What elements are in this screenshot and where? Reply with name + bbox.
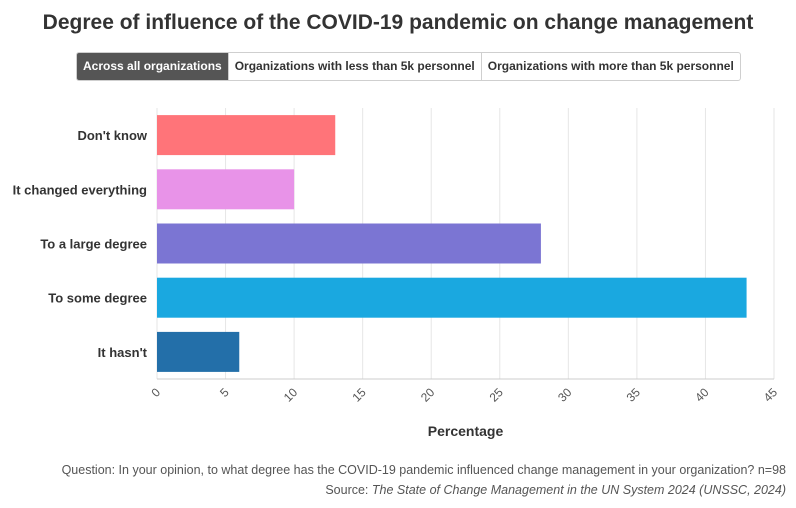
bar[interactable] xyxy=(157,115,336,156)
x-tick-label: 45 xyxy=(761,385,781,405)
category-label: Don't know xyxy=(77,128,147,143)
category-label: It changed everything xyxy=(13,182,147,197)
organization-filter-tabs: Across all organizations Organizations w… xyxy=(76,52,741,81)
x-tick-labels: 0 5 10 15 20 25 30 35 40 45 xyxy=(148,385,780,405)
tab-less-than-5k-personnel[interactable]: Organizations with less than 5k personne… xyxy=(229,53,482,80)
tab-across-all-organizations[interactable]: Across all organizations xyxy=(77,53,229,80)
x-tick-label: 40 xyxy=(692,385,712,405)
x-axis-title: Percentage xyxy=(428,423,504,439)
category-label: To a large degree xyxy=(40,237,147,252)
x-tick-label: 20 xyxy=(418,385,438,405)
source-text: The State of Change Management in the UN… xyxy=(371,483,786,497)
tab-more-than-5k-personnel[interactable]: Organizations with more than 5k personne… xyxy=(487,59,734,73)
bar[interactable] xyxy=(157,169,295,210)
category-label: It hasn't xyxy=(98,345,148,360)
x-tick-label: 5 xyxy=(217,385,232,400)
category-labels: Don't know It changed everything To a larg… xyxy=(13,128,148,360)
source-note: Source: The State of Change Management i… xyxy=(325,483,786,497)
bar[interactable] xyxy=(157,331,240,372)
source-prefix: Source: xyxy=(325,483,372,497)
question-note: Question: In your opinion, to what degre… xyxy=(61,463,786,477)
chart-title: Degree of influence of the COVID-19 pand… xyxy=(42,11,754,34)
bar[interactable] xyxy=(157,223,541,264)
x-tick-label: 0 xyxy=(148,385,163,400)
x-tick-label: 10 xyxy=(281,385,301,405)
x-tick-label: 30 xyxy=(555,385,575,405)
bars xyxy=(157,115,747,372)
x-tick-label: 15 xyxy=(349,385,369,405)
x-tick-label: 35 xyxy=(624,385,644,405)
category-label: To some degree xyxy=(48,291,147,306)
bar[interactable] xyxy=(157,277,747,318)
x-tick-label: 25 xyxy=(487,385,507,405)
